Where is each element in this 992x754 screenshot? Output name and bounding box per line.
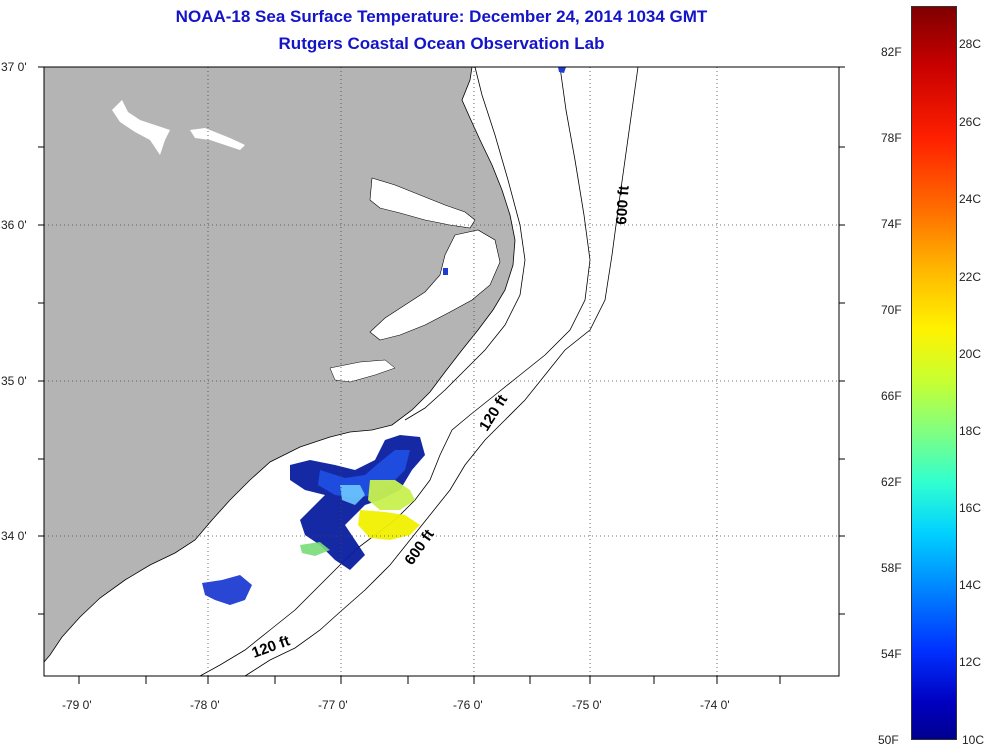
- lat-label-34: 34 0': [1, 529, 27, 543]
- lat-label-35: 35 0': [1, 374, 27, 388]
- sst-patch-green-sw: [300, 542, 330, 556]
- colorbar-c-20: 20C: [959, 347, 982, 361]
- lon-label-77: -77 0': [318, 698, 348, 712]
- neuse-river: [329, 359, 396, 383]
- lat-label-37: 37 0': [1, 60, 27, 74]
- colorbar-c-28: 28C: [959, 37, 982, 51]
- lon-label-79: -79 0': [62, 698, 92, 712]
- inland-lake-2: [190, 128, 245, 150]
- graticule: [44, 67, 839, 676]
- sst-patch-yellow: [358, 510, 420, 540]
- lon-label-78: -78 0': [190, 698, 220, 712]
- colorbar-f-66: 66F: [881, 389, 902, 403]
- colorbar-c-14: 14C: [959, 578, 982, 592]
- sst-patch-mid: [340, 485, 365, 505]
- colorbar-c-10: 10C: [962, 733, 985, 747]
- colorbar-f-62: 62F: [881, 475, 902, 489]
- colorbar-c-22: 22C: [959, 270, 982, 284]
- map-title: NOAA-18 Sea Surface Temperature: Decembe…: [175, 7, 708, 26]
- colorbar-c-12: 12C: [959, 655, 982, 669]
- isobath-600ft: [244, 66, 639, 677]
- pamlico-sound: [369, 229, 501, 341]
- tick-marks: [38, 66, 845, 684]
- colorbar-c-24: 24C: [959, 192, 982, 206]
- colorbar-c-18: 18C: [959, 424, 982, 438]
- colorbar-c-16: 16C: [959, 501, 982, 515]
- sst-patch-north-dot: [558, 67, 566, 73]
- map-subtitle: Rutgers Coastal Ocean Observation Lab: [278, 34, 605, 53]
- colorbar-f-74: 74F: [881, 217, 902, 231]
- colorbar-c-26: 26C: [959, 115, 982, 129]
- colorbar-f-54: 54F: [881, 647, 902, 661]
- sst-patch-pamlico-dot: [443, 268, 448, 275]
- lon-label-75: -75 0': [572, 698, 602, 712]
- outer-banks: [404, 66, 526, 421]
- lon-label-74: -74 0': [700, 698, 730, 712]
- colorbar-f-70: 70F: [881, 303, 902, 317]
- lon-label-76: -76 0': [453, 698, 483, 712]
- temperature-colorbar: [911, 6, 957, 740]
- sst-data-layer: [202, 67, 566, 605]
- contour-label-600-north: 600 ft: [613, 185, 633, 225]
- land-mass: [43, 66, 516, 664]
- inland-lake-1: [112, 100, 170, 155]
- colorbar-f-58: 58F: [881, 561, 902, 575]
- sst-patch-offshore: [202, 575, 252, 605]
- lat-label-36: 36 0': [1, 218, 27, 232]
- albemarle-sound: [369, 177, 476, 229]
- colorbar-f-50: 50F: [878, 733, 899, 747]
- colorbar-f-82: 82F: [881, 45, 902, 59]
- colorbar-f-78: 78F: [881, 131, 902, 145]
- sst-patch-warm: [368, 480, 415, 510]
